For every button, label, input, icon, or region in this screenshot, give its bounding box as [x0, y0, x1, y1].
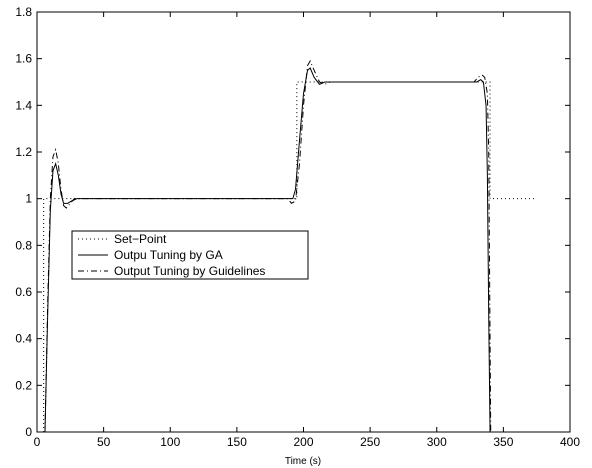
- x-axis-label: Time (s): [285, 456, 321, 467]
- series-lines: [43, 59, 535, 433]
- x-tick-label: 200: [293, 435, 313, 449]
- y-tick-label: 0.6: [15, 285, 32, 299]
- legend-box: [71, 230, 309, 280]
- x-tick-label: 100: [160, 435, 180, 449]
- series-line-solid: [44, 67, 491, 433]
- x-tick-label: 400: [560, 435, 580, 449]
- legend: Set−Point Outpu Tuning by GA Output Tuning…: [71, 230, 309, 280]
- y-tick-label: 1.6: [15, 52, 32, 66]
- y-tick-label: 0: [25, 425, 32, 439]
- y-tick-label: 1.4: [15, 98, 32, 112]
- series-line-dashdot: [44, 59, 492, 433]
- x-axis-ticks: 0 50 100 150 200 250 300 350 400: [34, 12, 580, 449]
- y-tick-label: 1: [25, 192, 32, 206]
- y-tick-label: 1.2: [15, 145, 32, 159]
- x-tick-label: 0: [34, 435, 41, 449]
- legend-label: Output Tuning by Guidelines: [114, 264, 265, 278]
- y-tick-label: 0.4: [15, 332, 32, 346]
- x-tick-label: 150: [227, 435, 247, 449]
- y-tick-label: 1.8: [15, 5, 32, 19]
- x-tick-label: 250: [360, 435, 380, 449]
- x-tick-label: 300: [427, 435, 447, 449]
- legend-label: Set−Point: [114, 232, 167, 246]
- x-tick-label: 350: [493, 435, 513, 449]
- plot-area: [36, 11, 571, 433]
- y-axis-ticks: 0 0.2 0.4 0.6 0.8 1 1.2 1.4 1.6 1.8: [15, 5, 570, 439]
- legend-label: Outpu Tuning by GA: [114, 248, 223, 262]
- x-tick-label: 50: [97, 435, 111, 449]
- y-tick-label: 0.8: [15, 238, 32, 252]
- y-tick-label: 0.2: [15, 378, 32, 392]
